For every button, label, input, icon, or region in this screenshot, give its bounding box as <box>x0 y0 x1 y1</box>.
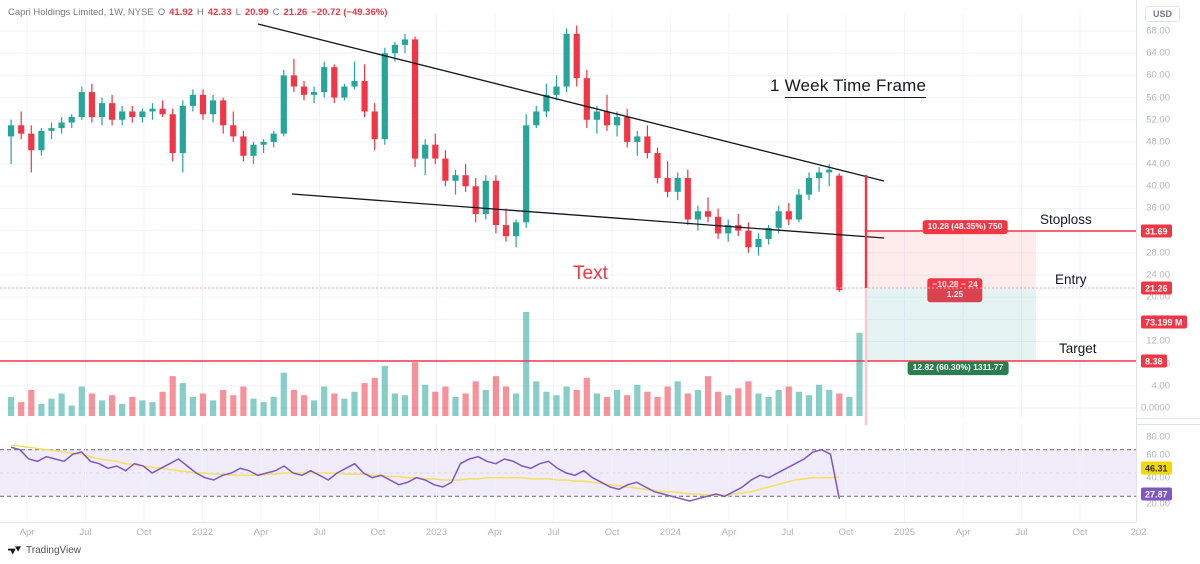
price-tick: 56.00 <box>1146 92 1170 104</box>
entry-badge: −10.28 − 24 1.25 <box>927 278 983 302</box>
price-tick: 0.0000 <box>1140 402 1170 414</box>
currency-label: USD <box>1145 6 1181 22</box>
text-note: Text <box>573 263 608 284</box>
time-tick: Apr <box>955 527 971 538</box>
axis-divider-oscillator <box>1137 424 1200 425</box>
oscillator-tick: 60.00 <box>1146 449 1170 461</box>
price-tick: 20.00 <box>1146 291 1170 303</box>
time-tick: 2025 <box>893 527 916 538</box>
time-tick: Apr <box>253 527 269 538</box>
oscillator-tick: 20.00 <box>1146 498 1170 510</box>
rsi-value-badge: 27.87 <box>1141 487 1172 501</box>
price-tick: 64.00 <box>1146 47 1170 59</box>
time-tick: Oct <box>604 527 620 538</box>
target-price-badge: 8.38 <box>1141 354 1167 368</box>
stoploss-risk-badge: 10.28 (48.35%) 750 <box>922 220 1008 234</box>
time-tick: Oct <box>370 527 386 538</box>
volume-pane[interactable] <box>0 300 1136 418</box>
entry-level-label: Entry <box>1055 272 1087 287</box>
entry-badge-line2: 1.25 <box>946 289 964 299</box>
time-tick: Jul <box>79 527 92 538</box>
price-tick: 68.00 <box>1146 25 1170 37</box>
price-tick: 60.00 <box>1146 69 1170 81</box>
stoploss-level-label: Stoploss <box>1040 212 1092 227</box>
time-tick: 2023 <box>425 527 448 538</box>
time-tick: Jul <box>781 527 794 538</box>
time-axis[interactable]: Apr Jul Oct 2022 Apr Jul Oct 2023 Apr Jul Oct 2024 A… <box>0 522 1146 542</box>
timeframe-title-underlined: Week Time Frame <box>784 76 927 98</box>
tradingview-mark-icon <box>8 546 21 555</box>
rsi-ma-badge: 46.31 <box>1141 461 1172 475</box>
timeframe-title-prefix: 1 <box>770 76 785 95</box>
price-axis[interactable]: USD 68.00 64.00 60.00 56.00 52.00 48.00 44.00 4… <box>1136 0 1200 522</box>
oscillator-tick: 80.00 <box>1146 431 1170 443</box>
price-tick: 44.00 <box>1146 158 1170 170</box>
time-tick: Apr <box>721 527 737 538</box>
chart-plot-area[interactable]: 1 Week Time Frame Text Stoploss Entry Ta… <box>0 0 1136 522</box>
price-tick: 28.00 <box>1146 247 1170 259</box>
target-reward-badge: 12.82 (60.30%) 1311.77 <box>907 361 1009 375</box>
price-tick: 24.00 <box>1146 269 1170 281</box>
time-tick: Oct <box>1072 527 1088 538</box>
time-tick: Apr <box>487 527 503 538</box>
time-tick: Jul <box>313 527 326 538</box>
time-tick: Apr <box>19 527 35 538</box>
price-tick: 36.00 <box>1146 202 1170 214</box>
stoploss-price-badge: 31.69 <box>1141 224 1172 238</box>
time-tick: Jul <box>1015 527 1028 538</box>
tradingview-logo-text: TradingView <box>26 545 82 556</box>
price-tick: 40.00 <box>1146 180 1170 192</box>
time-tick: Jul <box>547 527 560 538</box>
target-level-label: Target <box>1059 341 1097 356</box>
price-tick: 52.00 <box>1146 114 1170 126</box>
price-tick: 4.00 <box>1151 380 1171 392</box>
time-tick: Oct <box>136 527 152 538</box>
volume-series <box>8 312 863 416</box>
time-tick: 2024 <box>659 527 682 538</box>
price-tick: 48.00 <box>1146 136 1170 148</box>
oscillator-pane[interactable] <box>0 424 1136 522</box>
oscillator-tick: 40.00 <box>1146 472 1170 484</box>
entry-badge-line1: −10.28 − 24 <box>932 279 978 290</box>
time-tick: Oct <box>838 527 854 538</box>
time-tick: 2022 <box>191 527 214 538</box>
price-tick: 12.00 <box>1146 335 1170 347</box>
timeframe-title: 1 Week Time Frame <box>770 76 927 98</box>
volume-badge: 73.199 M <box>1141 315 1187 329</box>
tradingview-logo: TradingView <box>8 545 81 556</box>
rsi-series <box>0 424 1136 522</box>
time-tick: 202 <box>1130 527 1147 538</box>
axis-divider-volume <box>1137 418 1200 419</box>
last-price-badge: 21.26 <box>1141 281 1172 295</box>
